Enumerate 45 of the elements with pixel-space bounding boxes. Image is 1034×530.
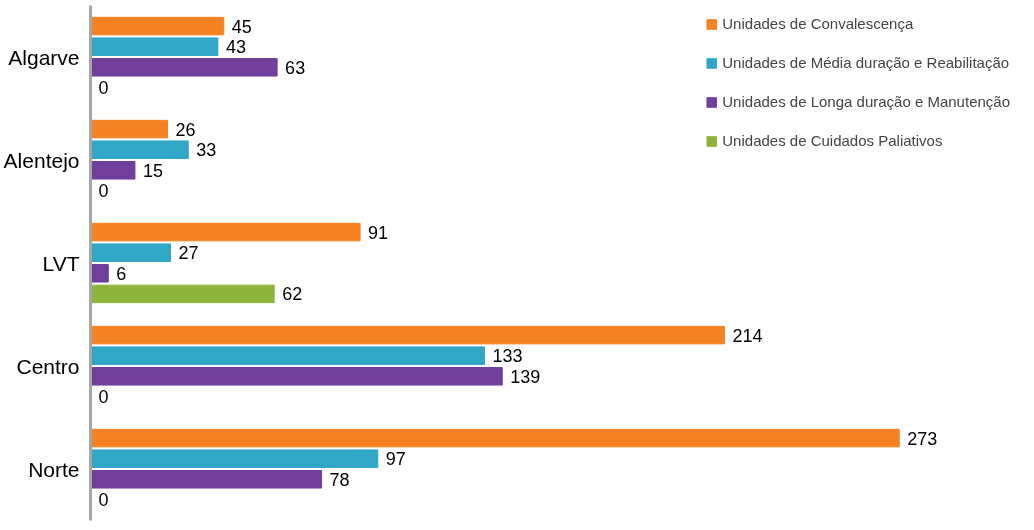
y-tick-label: Norte — [28, 457, 80, 481]
bar — [90, 243, 171, 262]
bar — [90, 161, 136, 180]
data-label: 15 — [142, 160, 163, 181]
bar — [90, 222, 361, 242]
data-label: 78 — [329, 469, 350, 490]
data-label: 45 — [231, 16, 252, 37]
bar — [90, 58, 278, 77]
data-label: 63 — [285, 57, 306, 78]
bar — [90, 37, 219, 56]
data-label: 0 — [98, 181, 109, 202]
data-label: 0 — [98, 490, 109, 511]
y-tick-label: Centro — [16, 354, 80, 378]
bar — [90, 119, 169, 139]
data-label: 133 — [492, 346, 523, 367]
data-label: 0 — [98, 78, 109, 99]
data-label: 91 — [368, 222, 389, 243]
bar — [90, 428, 900, 448]
data-label: 97 — [385, 449, 406, 470]
bar — [90, 140, 189, 159]
data-label: 139 — [510, 366, 541, 387]
y-tick-label: Alentejo — [3, 148, 80, 172]
y-tick-label: Algarve — [8, 45, 80, 69]
data-label: 33 — [196, 140, 217, 161]
legend-label: Unidades de Longa duração e Manutenção — [722, 93, 1010, 110]
bar — [90, 325, 725, 345]
legend-label: Unidades de Cuidados Paliativos — [722, 132, 943, 149]
data-label: 214 — [732, 325, 763, 346]
y-tick-label: LVT — [42, 251, 80, 275]
data-label: 26 — [175, 119, 196, 140]
legend-label: Unidades de Convalescença — [722, 15, 914, 32]
bar — [90, 346, 485, 365]
data-label: 27 — [178, 243, 199, 264]
bar — [90, 367, 503, 386]
bar — [90, 16, 225, 36]
data-label: 6 — [116, 263, 127, 284]
bar — [90, 264, 109, 283]
bar — [90, 449, 379, 468]
data-label: 0 — [98, 387, 109, 408]
bar — [90, 470, 323, 489]
data-label: 62 — [282, 284, 303, 305]
legend-label: Unidades de Média duração e Reabilitação — [722, 54, 1010, 71]
data-label: 273 — [907, 428, 938, 449]
bar — [90, 284, 275, 304]
data-label: 43 — [225, 37, 246, 58]
